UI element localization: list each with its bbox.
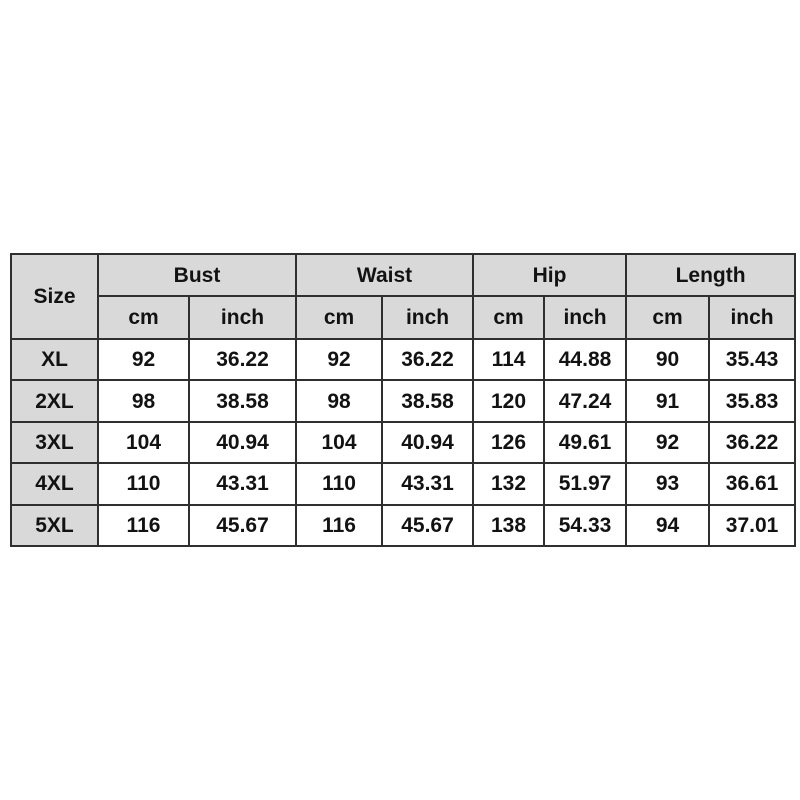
value-cell-length-inch: 36.61 [708,462,797,506]
table-row-2xl: 2XL 98 38.58 98 38.58 120 47.24 91 35.83 [10,379,797,423]
value-cell-length-cm: 92 [625,420,711,465]
value-cell-length-inch: 36.22 [708,420,797,465]
value-cell-waist-cm: 116 [295,503,384,547]
value-cell-hip-inch: 49.61 [543,420,628,465]
size-cell: 4XL [10,462,99,506]
value-cell-waist-cm: 110 [295,462,384,506]
value-cell-length-inch: 35.43 [708,337,797,382]
value-cell-length-cm: 91 [625,379,711,423]
value-cell-bust-inch: 45.67 [187,503,298,547]
value-cell-hip-cm: 132 [472,462,546,506]
value-cell-waist-cm: 104 [295,420,384,465]
value-cell-hip-inch: 54.33 [543,503,628,547]
group-header-hip: Hip [472,253,628,297]
unit-header-waist-inch: inch [381,295,475,340]
group-header-bust: Bust [96,253,298,297]
value-cell-length-cm: 94 [625,503,711,547]
value-cell-hip-cm: 138 [472,503,546,547]
size-cell: 3XL [10,420,99,465]
value-cell-length-cm: 93 [625,462,711,506]
value-cell-bust-inch: 38.58 [187,379,298,423]
size-cell: XL [10,337,99,382]
value-cell-waist-inch: 43.31 [381,462,475,506]
unit-header-length-cm: cm [625,295,711,340]
value-cell-hip-cm: 114 [472,337,546,382]
value-cell-waist-inch: 40.94 [381,420,475,465]
size-chart-header: Size Bust Waist Hip Length cm inch cm in… [10,253,797,340]
value-cell-waist-inch: 36.22 [381,337,475,382]
value-cell-hip-inch: 51.97 [543,462,628,506]
value-cell-hip-inch: 47.24 [543,379,628,423]
value-cell-bust-inch: 40.94 [187,420,298,465]
value-cell-bust-cm: 98 [97,379,190,423]
table-row-3xl: 3XL 104 40.94 104 40.94 126 49.61 92 36.… [10,420,797,465]
value-cell-length-inch: 37.01 [708,503,797,547]
value-cell-bust-cm: 110 [97,462,190,506]
table-row-xl: XL 92 36.22 92 36.22 114 44.88 90 35.43 [10,337,797,382]
value-cell-waist-cm: 92 [295,337,384,382]
group-header-row: Size Bust Waist Hip Length [10,253,797,340]
size-chart-body: XL 92 36.22 92 36.22 114 44.88 90 35.43 … [10,337,797,547]
group-header-waist: Waist [295,253,475,297]
size-cell: 5XL [10,503,99,547]
unit-header-row: cm inch cm inch cm inch cm inch [11,295,797,340]
value-cell-bust-inch: 36.22 [187,337,298,382]
unit-header-hip-inch: inch [543,295,628,340]
unit-header-bust-inch: inch [187,295,298,340]
size-column-header: Size [10,253,99,340]
size-chart-table: Size Bust Waist Hip Length cm inch cm in… [10,253,797,547]
value-cell-length-inch: 35.83 [708,379,797,423]
group-header-length: Length [625,253,797,297]
table-row-4xl: 4XL 110 43.31 110 43.31 132 51.97 93 36.… [10,462,797,506]
size-cell: 2XL [10,379,99,423]
unit-header-length-inch: inch [708,295,797,340]
value-cell-waist-inch: 45.67 [381,503,475,547]
table-row-5xl: 5XL 116 45.67 116 45.67 138 54.33 94 37.… [10,503,797,547]
value-cell-waist-cm: 98 [295,379,384,423]
value-cell-bust-inch: 43.31 [187,462,298,506]
value-cell-bust-cm: 116 [97,503,190,547]
value-cell-waist-inch: 38.58 [381,379,475,423]
value-cell-hip-inch: 44.88 [543,337,628,382]
unit-header-bust-cm: cm [97,295,190,340]
unit-header-waist-cm: cm [295,295,384,340]
value-cell-bust-cm: 104 [97,420,190,465]
unit-header-hip-cm: cm [472,295,546,340]
value-cell-bust-cm: 92 [97,337,190,382]
value-cell-hip-cm: 126 [472,420,546,465]
value-cell-hip-cm: 120 [472,379,546,423]
value-cell-length-cm: 90 [625,337,711,382]
